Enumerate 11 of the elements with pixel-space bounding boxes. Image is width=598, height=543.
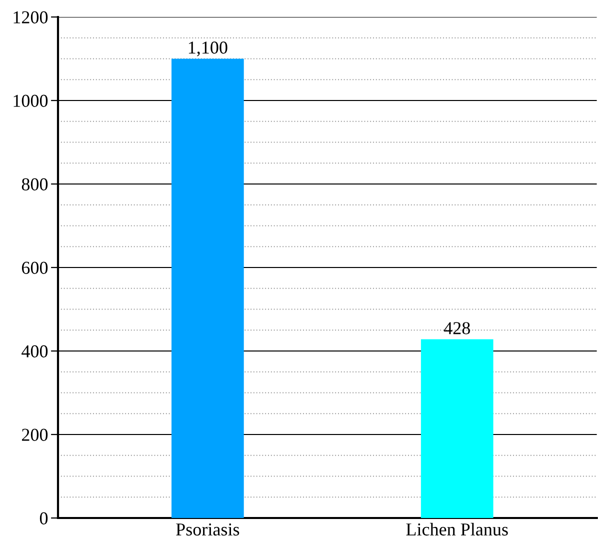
y-tick-label: 800: [22, 178, 48, 190]
y-tick-label: 1200: [14, 11, 48, 24]
y-tick-label: 600: [22, 262, 48, 274]
y-tick-label: 0: [40, 512, 48, 524]
data-label: 428: [444, 322, 470, 334]
y-tick-label: 200: [22, 428, 48, 441]
y-tick-label: 400: [22, 345, 48, 358]
x-tick-label: Psoriasis: [176, 523, 240, 536]
x-tick-label: Lichen Planus: [406, 522, 508, 536]
y-tick-label: 1000: [14, 94, 48, 107]
data-label: 1,100: [188, 42, 228, 56]
